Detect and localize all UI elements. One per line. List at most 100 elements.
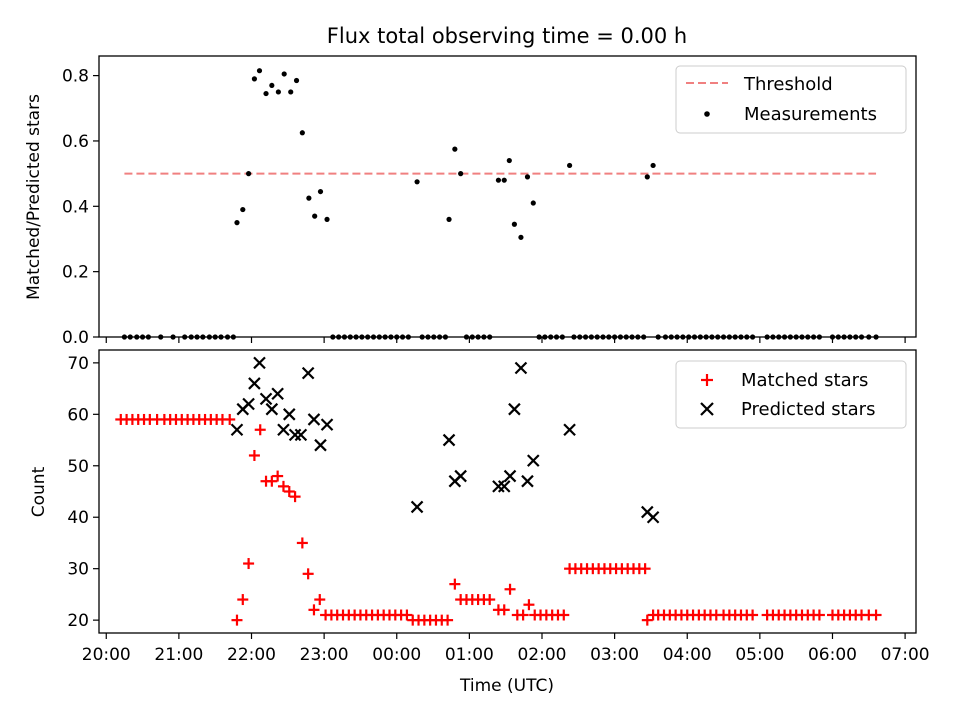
predicted-point xyxy=(508,402,521,416)
matched-point xyxy=(484,594,496,606)
bottom-xtick-label: 01:00 xyxy=(445,645,494,665)
matched-point xyxy=(283,486,295,497)
bottom-ytick-label: 50 xyxy=(67,457,89,477)
legend-measurements-swatch xyxy=(704,111,710,117)
bottom-xtick-label: 00:00 xyxy=(372,645,421,665)
matched-point xyxy=(243,558,255,570)
bottom-ytick-label: 20 xyxy=(67,611,89,631)
predicted-point xyxy=(265,402,279,416)
matched-point xyxy=(558,609,570,621)
predicted-point xyxy=(442,433,456,447)
measurement-point xyxy=(281,71,287,77)
matched-point xyxy=(870,609,882,621)
bottom-xtick-label: 20:00 xyxy=(82,645,131,665)
top-legend-box xyxy=(675,65,907,134)
legend-predicted-label: Predicted stars xyxy=(741,399,875,420)
matched-point xyxy=(254,424,266,436)
measurement-point xyxy=(293,77,300,84)
matched-point xyxy=(498,604,510,616)
measurement-point xyxy=(511,221,517,227)
matched-point xyxy=(442,614,454,626)
top-ytick-label: 0.8 xyxy=(62,67,89,87)
predicted-point xyxy=(320,418,334,431)
measurement-point xyxy=(650,162,656,169)
matched-point xyxy=(289,491,301,503)
measurement-point xyxy=(256,68,263,74)
matched-point xyxy=(449,578,461,590)
predicted-point xyxy=(259,392,273,406)
matched-point xyxy=(401,609,413,621)
legend-matched-label: Matched stars xyxy=(741,370,868,391)
predicted-point xyxy=(253,356,266,370)
matched-point xyxy=(266,475,278,487)
predicted-point xyxy=(314,438,327,452)
bottom-xtick-label: 03:00 xyxy=(590,645,639,665)
bottom-xtick-label: 06:00 xyxy=(808,645,857,665)
predicted-point xyxy=(294,428,308,442)
bottom-ytick-label: 70 xyxy=(67,354,89,374)
measurement-point xyxy=(312,213,318,219)
matched-point xyxy=(314,594,326,606)
top-ytick-label: 0.4 xyxy=(62,197,89,217)
measurement-point xyxy=(495,177,502,183)
matched-point xyxy=(747,609,759,621)
predicted-point xyxy=(242,397,255,411)
predicted-point xyxy=(646,510,660,524)
matched-point xyxy=(813,609,825,621)
bottom-xtick-label: 05:00 xyxy=(735,645,784,665)
matched-point xyxy=(504,583,516,595)
bottom-ytick-label: 30 xyxy=(67,560,89,580)
matched-point xyxy=(231,614,243,626)
matched-point xyxy=(308,604,320,616)
measurement-point xyxy=(452,146,458,152)
predicted-point xyxy=(230,423,244,437)
bottom-legend: Matched stars Predicted stars xyxy=(675,360,907,429)
measurement-point xyxy=(501,177,507,183)
bottom-xtick-label: 07:00 xyxy=(881,645,930,665)
top-ylabel: Matched/Predicted stars xyxy=(24,94,44,300)
predicted-point xyxy=(454,469,467,483)
matched-point xyxy=(641,614,653,626)
matched-point xyxy=(248,449,260,461)
top-ytick-label: 0.0 xyxy=(62,328,89,348)
top-plot-frame xyxy=(98,55,917,338)
bottom-panel: 20 30 40 50 60 70 20:00 21:00 22:00 23:00 00:00 01… xyxy=(29,349,930,696)
predicted-point xyxy=(301,366,315,380)
bottom-xtick-label: 23:00 xyxy=(300,645,349,665)
bottom-ytick-label: 40 xyxy=(67,508,89,528)
measurement-point xyxy=(275,89,281,95)
top-ytick-label: 0.2 xyxy=(62,263,89,283)
legend-matched-swatch xyxy=(701,374,713,386)
matched-point xyxy=(517,609,529,621)
measurement-point xyxy=(414,179,420,185)
bottom-plot-frame xyxy=(98,349,917,634)
predicted-point xyxy=(248,377,261,390)
measurement-point xyxy=(446,216,452,222)
bottom-xtick-label: 22:00 xyxy=(227,645,276,665)
measurement-point xyxy=(524,174,531,180)
bottom-ytick-label: 60 xyxy=(67,405,89,425)
predicted-point xyxy=(521,474,534,488)
chart-title: Flux total observing time = 0.00 h xyxy=(327,24,687,48)
top-panel: 0.00.20.40.60.8 Matched/Predicted stars … xyxy=(24,55,917,348)
bottom-xtick-label: 02:00 xyxy=(517,645,566,665)
predicted-point xyxy=(527,454,540,467)
measurement-point xyxy=(317,188,324,195)
matched-point xyxy=(302,568,314,580)
legend-threshold-label: Threshold xyxy=(743,74,833,95)
measurement-point xyxy=(299,130,305,136)
matched-point xyxy=(237,594,249,606)
measurement-point xyxy=(240,206,246,213)
predicted-point xyxy=(503,469,517,483)
measurement-point xyxy=(269,82,275,89)
predicted-point xyxy=(271,387,284,401)
matched-point xyxy=(224,413,236,425)
matched-point xyxy=(272,470,284,482)
measurement-point xyxy=(530,200,536,206)
measurement-point xyxy=(458,171,464,177)
top-legend: Threshold Measurements xyxy=(675,65,907,134)
top-ytick-label: 0.6 xyxy=(62,132,89,152)
predicted-point xyxy=(497,480,511,493)
predicted-point xyxy=(563,423,576,437)
